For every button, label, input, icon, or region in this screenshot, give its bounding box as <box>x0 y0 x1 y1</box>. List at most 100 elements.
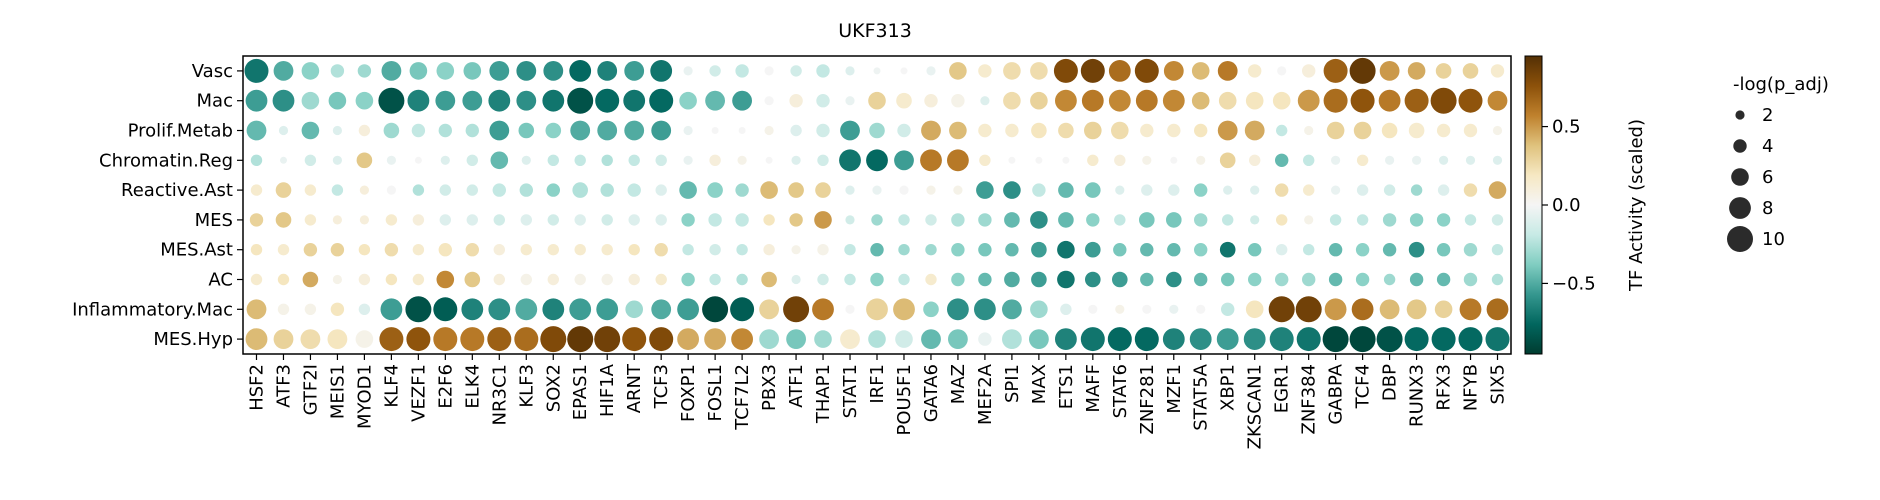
dot <box>1353 121 1372 140</box>
dot <box>1166 212 1182 228</box>
dot <box>1080 58 1105 83</box>
dot <box>438 123 452 138</box>
dot <box>1142 155 1152 165</box>
dot <box>540 326 567 353</box>
dot <box>436 270 455 289</box>
column-label: FOSL1 <box>705 364 726 421</box>
dot <box>899 185 909 195</box>
dot <box>1112 271 1128 288</box>
dot <box>1194 243 1208 257</box>
dot <box>1141 184 1153 196</box>
dot <box>601 154 613 166</box>
colorbar <box>1524 55 1543 355</box>
dot <box>385 273 398 286</box>
row-label: Mac <box>197 91 233 112</box>
column-label: IRF1 <box>867 364 888 404</box>
dot <box>1167 123 1181 138</box>
dot <box>681 272 695 287</box>
dot <box>651 120 672 141</box>
dot <box>845 215 855 225</box>
dot <box>1194 183 1208 197</box>
column-label: MZF1 <box>1164 364 1185 414</box>
dot <box>872 185 882 195</box>
dot <box>844 244 856 256</box>
dot <box>978 123 992 138</box>
dot <box>1303 244 1315 256</box>
dot <box>628 244 640 256</box>
dot <box>489 120 510 141</box>
dot <box>978 213 992 227</box>
dot <box>926 185 936 195</box>
dot <box>1003 62 1021 80</box>
dot <box>572 182 588 198</box>
dot <box>1404 327 1429 352</box>
dot <box>1170 156 1178 164</box>
dot <box>1060 303 1072 315</box>
dot <box>384 243 399 257</box>
dot <box>870 243 884 257</box>
size-legend-label: 2 <box>1762 105 1773 126</box>
dot <box>1408 241 1425 258</box>
dot <box>1030 91 1048 110</box>
dot <box>926 66 936 76</box>
dot <box>1323 58 1348 83</box>
size-legend-dot <box>1727 226 1753 252</box>
dot <box>1194 123 1208 138</box>
column-label: VEZF1 <box>408 364 429 422</box>
dot <box>332 125 342 136</box>
dot <box>816 123 830 138</box>
dot <box>1055 328 1077 350</box>
dot <box>711 127 719 134</box>
dot <box>460 327 485 352</box>
dot <box>866 298 888 321</box>
dot <box>330 64 345 78</box>
column-label: SPI1 <box>1002 364 1023 403</box>
dot <box>414 156 422 164</box>
dot <box>978 64 992 78</box>
dot <box>246 299 267 320</box>
dot <box>1410 184 1423 196</box>
dot <box>520 244 532 256</box>
dot <box>1162 89 1185 112</box>
dot <box>601 244 613 256</box>
dot <box>412 244 425 256</box>
dot <box>1436 243 1451 257</box>
column-label: THAP1 <box>813 364 834 424</box>
dot <box>570 120 591 141</box>
row-label: MES <box>195 210 233 231</box>
dot <box>1322 326 1349 353</box>
dot <box>1323 88 1348 113</box>
column-label: ETS1 <box>1056 364 1077 409</box>
dot <box>358 124 371 137</box>
dot <box>547 244 559 256</box>
dot <box>1349 57 1376 84</box>
dot <box>622 327 647 352</box>
dot <box>1409 213 1424 227</box>
dot <box>412 214 425 226</box>
dot <box>731 328 753 350</box>
dot <box>683 155 693 165</box>
dot <box>250 273 263 286</box>
size-legend-label: 4 <box>1762 136 1773 157</box>
dot <box>951 213 965 227</box>
dot <box>1491 273 1504 286</box>
dot <box>1463 272 1478 287</box>
dot <box>542 89 565 112</box>
dot <box>980 96 990 106</box>
dot <box>1134 327 1159 352</box>
dot <box>1135 89 1158 112</box>
dot <box>1379 61 1400 81</box>
dot <box>466 214 478 226</box>
column-label: MAX <box>1029 364 1050 404</box>
dot <box>1248 64 1262 78</box>
dot <box>327 329 348 349</box>
dot <box>520 273 532 286</box>
column-label: ELK4 <box>462 364 483 409</box>
dot <box>1058 182 1074 198</box>
dot <box>976 181 994 199</box>
dot <box>1275 153 1289 167</box>
dot <box>1108 89 1131 112</box>
dot <box>1351 298 1374 321</box>
column-label: MAZ <box>948 364 969 404</box>
dot <box>521 155 531 165</box>
